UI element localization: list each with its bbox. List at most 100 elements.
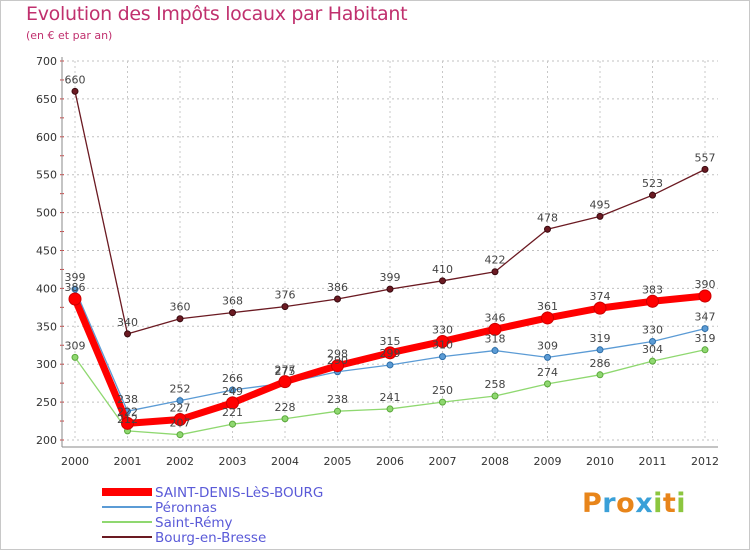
point-bourg-en-bresse xyxy=(281,303,289,311)
data-label-saint-r-my: 319 xyxy=(695,332,716,345)
data-label-p-ronnas: 319 xyxy=(590,332,611,345)
point-bourg-en-bresse xyxy=(334,295,341,303)
data-label-p-ronnas: 330 xyxy=(642,323,663,336)
data-label-p-ronnas: 347 xyxy=(695,311,716,324)
y-tick-label: 650 xyxy=(36,93,57,106)
point-saint-denis-l-s-bourg xyxy=(383,346,397,360)
data-label-bourg-en-bresse: 410 xyxy=(432,263,453,276)
logo-letter: i xyxy=(653,488,663,519)
chart-subtitle: (en € et par an) xyxy=(26,29,113,42)
point-saint-denis-l-s-bourg xyxy=(226,396,239,410)
data-label-bourg-en-bresse: 386 xyxy=(327,281,348,294)
logo-letter: t xyxy=(662,488,677,519)
y-tick-label: 700 xyxy=(36,55,57,68)
logo-letter: P xyxy=(582,488,603,519)
logo-letter: o xyxy=(616,488,636,519)
data-label-saint-denis-l-s-bourg: 222 xyxy=(117,405,138,418)
point-saint-r-my xyxy=(176,431,184,439)
data-label-bourg-en-bresse: 660 xyxy=(65,73,86,86)
data-label-saint-denis-l-s-bourg: 330 xyxy=(432,323,453,336)
y-tick-label: 300 xyxy=(36,358,57,371)
proxiti-logo: Proxiti xyxy=(582,488,686,519)
data-label-saint-denis-l-s-bourg: 277 xyxy=(275,364,296,377)
point-saint-r-my xyxy=(229,420,236,428)
data-label-saint-denis-l-s-bourg: 383 xyxy=(642,283,663,296)
data-label-saint-r-my: 207 xyxy=(170,417,191,430)
data-label-saint-denis-l-s-bourg: 249 xyxy=(222,385,243,398)
point-bourg-en-bresse xyxy=(439,277,446,285)
data-label-p-ronnas: 238 xyxy=(117,393,138,406)
data-label-saint-r-my: 274 xyxy=(537,366,558,379)
data-label-p-ronnas: 310 xyxy=(432,339,453,352)
x-tick-label: 2008 xyxy=(481,455,509,468)
point-p-ronnas xyxy=(71,285,79,293)
data-label-bourg-en-bresse: 399 xyxy=(380,271,401,284)
x-tick-label: 2007 xyxy=(429,455,457,468)
point-saint-r-my xyxy=(544,380,551,388)
point-p-ronnas xyxy=(229,386,236,394)
data-label-saint-denis-l-s-bourg: 386 xyxy=(65,281,86,294)
point-saint-r-my xyxy=(649,357,656,365)
data-label-bourg-en-bresse: 495 xyxy=(590,198,611,211)
point-saint-denis-l-s-bourg xyxy=(593,301,607,315)
data-label-saint-r-my: 228 xyxy=(275,401,296,414)
point-saint-r-my xyxy=(386,405,394,413)
point-saint-denis-l-s-bourg xyxy=(68,292,82,306)
y-tick-label: 350 xyxy=(36,320,57,333)
y-tick-label: 250 xyxy=(36,396,57,409)
point-saint-r-my xyxy=(701,346,709,354)
x-tick-label: 2010 xyxy=(586,455,614,468)
series-layer xyxy=(68,87,712,439)
x-tick-label: 2001 xyxy=(114,455,142,468)
legend-label: Péronnas xyxy=(155,500,217,516)
point-saint-r-my xyxy=(281,415,289,423)
point-p-ronnas xyxy=(544,353,551,361)
data-label-p-ronnas: 290 xyxy=(327,354,348,367)
x-tick-label: 2012 xyxy=(691,455,719,468)
point-saint-denis-l-s-bourg xyxy=(488,322,502,336)
data-label-p-ronnas: 318 xyxy=(485,333,506,346)
point-saint-r-my xyxy=(334,407,341,415)
point-saint-r-my xyxy=(596,371,604,379)
data-label-bourg-en-bresse: 557 xyxy=(695,151,716,164)
y-tick-label: 600 xyxy=(36,131,57,144)
data-label-saint-denis-l-s-bourg: 374 xyxy=(590,290,611,303)
point-bourg-en-bresse xyxy=(229,309,236,317)
point-p-ronnas xyxy=(439,353,446,361)
y-tick-label: 450 xyxy=(36,245,57,258)
point-p-ronnas xyxy=(649,337,656,345)
point-bourg-en-bresse xyxy=(176,315,184,323)
point-p-ronnas xyxy=(491,347,499,355)
data-label-saint-r-my: 212 xyxy=(117,413,138,426)
data-label-bourg-en-bresse: 422 xyxy=(485,254,506,267)
data-label-saint-r-my: 304 xyxy=(642,343,663,356)
data-label-bourg-en-bresse: 523 xyxy=(642,177,663,190)
grid-lines xyxy=(62,60,718,441)
data-label-saint-r-my: 238 xyxy=(327,393,348,406)
point-bourg-en-bresse xyxy=(71,87,79,95)
y-tick-label: 400 xyxy=(36,282,57,295)
data-label-p-ronnas: 252 xyxy=(170,383,191,396)
data-label-p-ronnas: 266 xyxy=(222,372,243,385)
data-label-p-ronnas: 309 xyxy=(537,339,558,352)
legend-label: Saint-Rémy xyxy=(155,515,233,531)
point-saint-denis-l-s-bourg xyxy=(541,311,554,325)
data-label-saint-denis-l-s-bourg: 346 xyxy=(485,311,506,324)
logo-letter: i xyxy=(676,488,687,519)
point-bourg-en-bresse xyxy=(491,268,499,276)
chart-title: Evolution des Impôts locaux par Habitant xyxy=(26,3,408,25)
point-saint-denis-l-s-bourg xyxy=(331,359,344,373)
y-tick-label: 200 xyxy=(36,434,57,447)
point-saint-denis-l-s-bourg xyxy=(646,294,659,308)
data-label-saint-denis-l-s-bourg: 298 xyxy=(327,348,348,361)
point-bourg-en-bresse xyxy=(701,165,709,173)
data-label-bourg-en-bresse: 376 xyxy=(275,289,296,302)
legend-label: SAINT-DENIS-LèS-BOURG xyxy=(155,485,323,501)
point-p-ronnas xyxy=(701,325,709,333)
point-p-ronnas xyxy=(386,361,394,369)
legend-label: Bourg-en-Bresse xyxy=(155,530,266,546)
data-label-bourg-en-bresse: 478 xyxy=(537,211,558,224)
data-label-saint-r-my: 250 xyxy=(432,384,453,397)
data-label-saint-r-my: 286 xyxy=(590,357,611,370)
x-tick-label: 2009 xyxy=(534,455,562,468)
